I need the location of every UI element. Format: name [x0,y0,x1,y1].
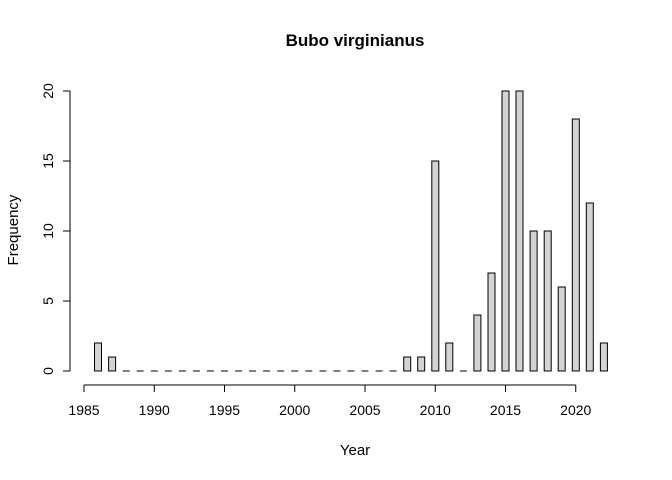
y-tick-label: 20 [40,83,56,99]
x-tick-label: 2010 [420,402,451,418]
y-tick-label: 5 [40,297,56,305]
bar-1987 [108,356,117,372]
x-tick-label: 2020 [560,402,591,418]
bars-group [94,90,608,372]
bar-2008 [403,356,412,372]
y-tick-label: 0 [40,367,56,375]
bar-2009 [417,356,426,372]
x-tick-label: 2015 [490,402,521,418]
bar-2011 [445,342,454,372]
chart-title: Bubo virginianus [286,31,425,50]
y-tick-label: 15 [40,153,56,169]
bar-2019 [557,286,566,372]
y-axis-label: Frequency [5,194,22,265]
x-tick-label: 1985 [68,402,99,418]
x-axis: 1985 1990 1995 2000 2005 2010 2015 2020 [68,384,592,418]
y-axis: 0 5 10 15 20 [40,83,71,375]
bar-2010 [431,160,440,372]
bar-2016 [515,90,524,372]
x-tick-label: 1990 [139,402,170,418]
bar-2022 [599,342,608,372]
x-tick-label: 2000 [279,402,310,418]
x-tick-label: 1995 [209,402,240,418]
bar-2015 [501,90,510,372]
bar-2013 [473,314,482,372]
x-axis-label: Year [340,442,370,459]
bar-2021 [585,202,594,372]
bar-1986 [94,342,102,372]
y-tick-label: 10 [40,223,56,239]
x-tick-label: 2005 [349,402,380,418]
bar-2018 [543,230,552,372]
bar-2020 [571,118,580,372]
bar-2014 [487,272,496,372]
bar-2017 [529,230,538,372]
